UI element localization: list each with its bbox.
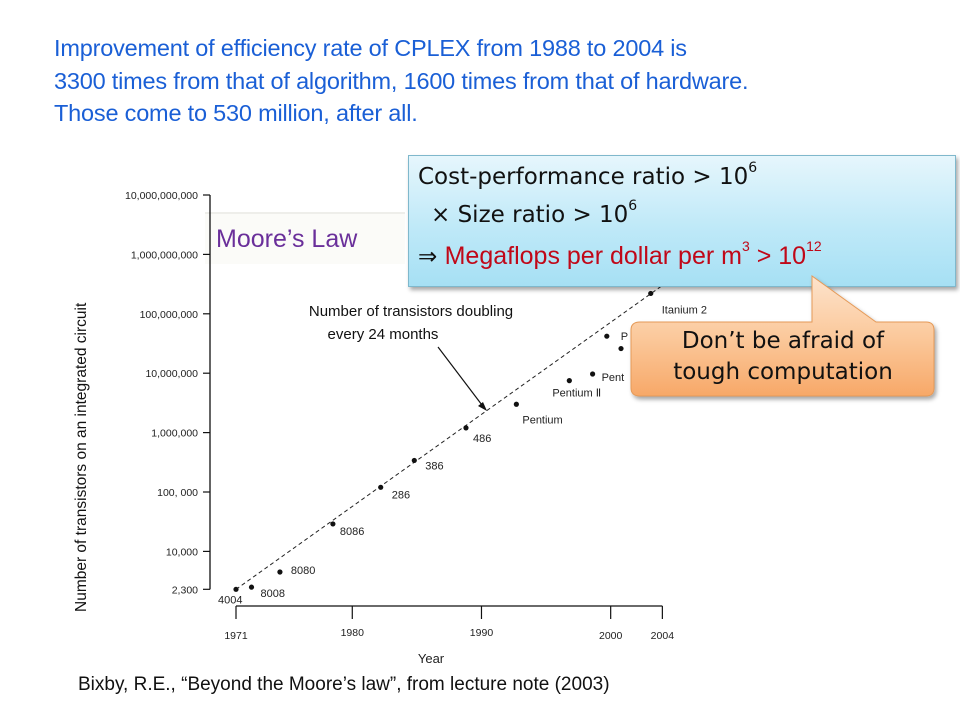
trend-annotation: Number of transistors doubling every 24 … (266, 300, 556, 346)
info-line-3-exponent-2: 12 (806, 238, 822, 254)
annotation-arrowhead (478, 402, 487, 411)
info-line-1-exponent: 6 (748, 160, 758, 176)
y-tick-label: 1,000,000 (151, 428, 198, 440)
data-point-label: 286 (392, 489, 410, 501)
info-line-1-text: Cost-performance ratio > 10 (418, 164, 749, 190)
y-tick-label: 10,000,000 (145, 368, 198, 380)
x-tick-label: 1980 (341, 627, 365, 639)
data-point (411, 457, 417, 464)
heading-line-1: Improvement of efficiency rate of CPLEX … (54, 35, 687, 61)
data-point-label: 386 (425, 460, 443, 472)
callout-text: Don’t be afraid of tough computation (632, 326, 934, 388)
slide-heading: Improvement of efficiency rate of CPLEX … (54, 32, 749, 130)
data-point-label: 8008 (261, 588, 285, 600)
chart-axes: 10,000,000,000 1,000,000,000 100,000,000 10… (125, 190, 674, 642)
callout-line-2: tough computation (673, 359, 893, 385)
data-point (604, 333, 610, 339)
data-point-label: Pent (602, 372, 625, 384)
chart-title-background (205, 212, 405, 264)
info-line-cost-performance: Cost-performance ratio > 106 (418, 160, 757, 190)
implies-arrow-icon: ⇒ (418, 244, 445, 270)
data-point (513, 401, 519, 407)
x-tick-label: 2000 (599, 630, 623, 642)
heading-line-2: 3300 times from that of algorithm, 1600 … (54, 67, 749, 94)
data-point-label: Pentium (522, 414, 562, 426)
x-tick-label: 1971 (224, 630, 248, 642)
trend-annotation-line-2: every 24 months (327, 326, 439, 343)
data-point (566, 378, 572, 384)
info-line-size-ratio: × Size ratio > 106 (431, 198, 637, 228)
data-point-label: 8086 (340, 526, 364, 538)
data-point-label: P (621, 331, 628, 343)
chart-title: Moore’s Law (216, 225, 358, 253)
x-tick-label: 2004 (651, 630, 675, 642)
data-point-label: 8080 (291, 565, 315, 577)
trend-line (235, 285, 663, 590)
heading-line-3: Those come to 530 million, after all. (54, 100, 418, 126)
info-line-3-exponent: 3 (741, 238, 750, 254)
annotation-arrow (437, 346, 486, 410)
y-tick-label: 10,000,000,000 (125, 190, 198, 202)
y-tick-label: 100, 000 (157, 487, 198, 499)
data-point (618, 345, 624, 352)
y-axis-label: Number of transistors on an integrated c… (73, 302, 90, 612)
info-line-3-rest: > 10 (749, 242, 807, 270)
data-point (378, 484, 384, 490)
data-point-label: Pentium Ⅱ (552, 388, 601, 400)
info-line-2-text: × Size ratio > 10 (431, 202, 629, 228)
trend-annotation-line-1: Number of transistors doubling (308, 303, 514, 320)
citation: Bixby, R.E., “Beyond the Moore’s law”, f… (78, 674, 610, 695)
callout-line-1: Don’t be afraid of (681, 328, 885, 354)
data-point (233, 586, 239, 592)
info-line-3-highlight: Megaflops per dollar per m3 > 1012 (444, 238, 822, 270)
data-point (248, 584, 255, 590)
x-tick-label: 1990 (470, 627, 494, 639)
y-tick-label: 1,000,000,000 (131, 249, 198, 261)
data-point (589, 371, 596, 377)
data-point (330, 521, 336, 527)
data-point (277, 569, 283, 575)
y-tick-label: 10,000 (166, 546, 198, 558)
x-axis-label: Year (418, 651, 445, 666)
y-tick-label: 100,000,000 (140, 309, 199, 321)
trend-line-group (235, 285, 663, 590)
data-point (648, 290, 654, 297)
data-point-label: 486 (473, 433, 491, 445)
data-point-label: Itanium 2 (662, 304, 707, 316)
info-box: Cost-performance ratio > 106 × Size rati… (408, 155, 956, 287)
data-point-label: 4004 (218, 594, 242, 606)
info-line-3-text: Megaflops per dollar per m (444, 242, 742, 270)
y-tick-label: 2,300 (172, 584, 198, 596)
data-point (463, 425, 469, 431)
info-line-megaflops: ⇒ Megaflops per dollar per m3 > 1012 (418, 238, 822, 271)
info-line-2-exponent: 6 (628, 198, 638, 214)
